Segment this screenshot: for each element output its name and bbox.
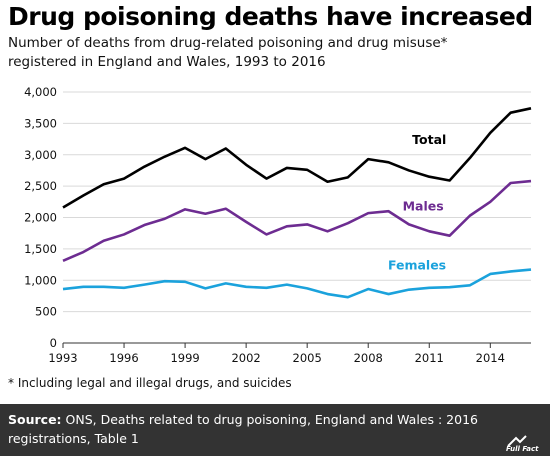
chart-title: Drug poisoning deaths have increased <box>8 2 533 31</box>
series-lines <box>62 107 532 299</box>
y-tick-label: 1,000 <box>24 273 57 287</box>
series-line-females <box>62 268 532 299</box>
y-axis-ticks: 0 500 1,000 1,500 2,000 2,500 3,000 3,500 4,000 <box>24 85 57 350</box>
x-axis-ticks: 1993 1996 1999 2002 2005 2008 2011 2014 <box>48 342 531 365</box>
y-tick-label: 0 <box>50 336 57 350</box>
y-tick-label: 3,000 <box>24 148 57 162</box>
x-tick-label: 1993 <box>48 351 77 365</box>
x-tick-label: 2014 <box>476 351 505 365</box>
y-tick-label: 4,000 <box>24 85 57 99</box>
series-label-total: Total <box>412 132 446 147</box>
x-tick-label: 1996 <box>109 351 138 365</box>
subtitle-line-1: Number of deaths from drug-related poiso… <box>8 35 448 51</box>
grid-lines <box>63 91 531 344</box>
subtitle-line-2: registered in England and Wales, 1993 to… <box>8 54 326 70</box>
footnote: * Including legal and illegal drugs, and… <box>8 376 292 390</box>
x-tick-label: 2002 <box>231 351 260 365</box>
series-label-females: Females <box>388 258 446 273</box>
x-tick-label: 2008 <box>354 351 383 365</box>
y-tick-label: 1,500 <box>24 242 57 256</box>
source-line-1: ONS, Deaths related to drug poisoning, E… <box>61 412 478 427</box>
line-chart: 05001,0001,5002,0002,5003,0003,5004,000 … <box>24 85 532 365</box>
series-label-males: Males <box>403 199 444 214</box>
x-tick-label: 2005 <box>293 351 322 365</box>
series-line-total <box>62 107 532 209</box>
y-tick-label: 2,500 <box>24 179 57 193</box>
x-tick-label: 2011 <box>415 351 444 365</box>
source-footer: Source: ONS, Deaths related to drug pois… <box>0 404 550 456</box>
source-line-2: registrations, Table 1 <box>8 431 139 446</box>
source-text: Source: ONS, Deaths related to drug pois… <box>8 410 478 448</box>
x-tick-label: 1999 <box>170 351 199 365</box>
y-tick-label: 500 <box>35 305 57 319</box>
source-label: Source: <box>8 412 62 427</box>
y-tick-label: 2,000 <box>24 211 57 225</box>
y-tick-label: 3,500 <box>24 116 57 130</box>
chart-subtitle: Number of deaths from drug-related poiso… <box>8 34 548 72</box>
series-labels: Total Males Females <box>388 132 446 273</box>
series-line-males <box>62 179 532 262</box>
svg-text:Full Fact: Full Fact <box>506 445 539 452</box>
full-fact-logo: Full Fact <box>506 435 539 452</box>
